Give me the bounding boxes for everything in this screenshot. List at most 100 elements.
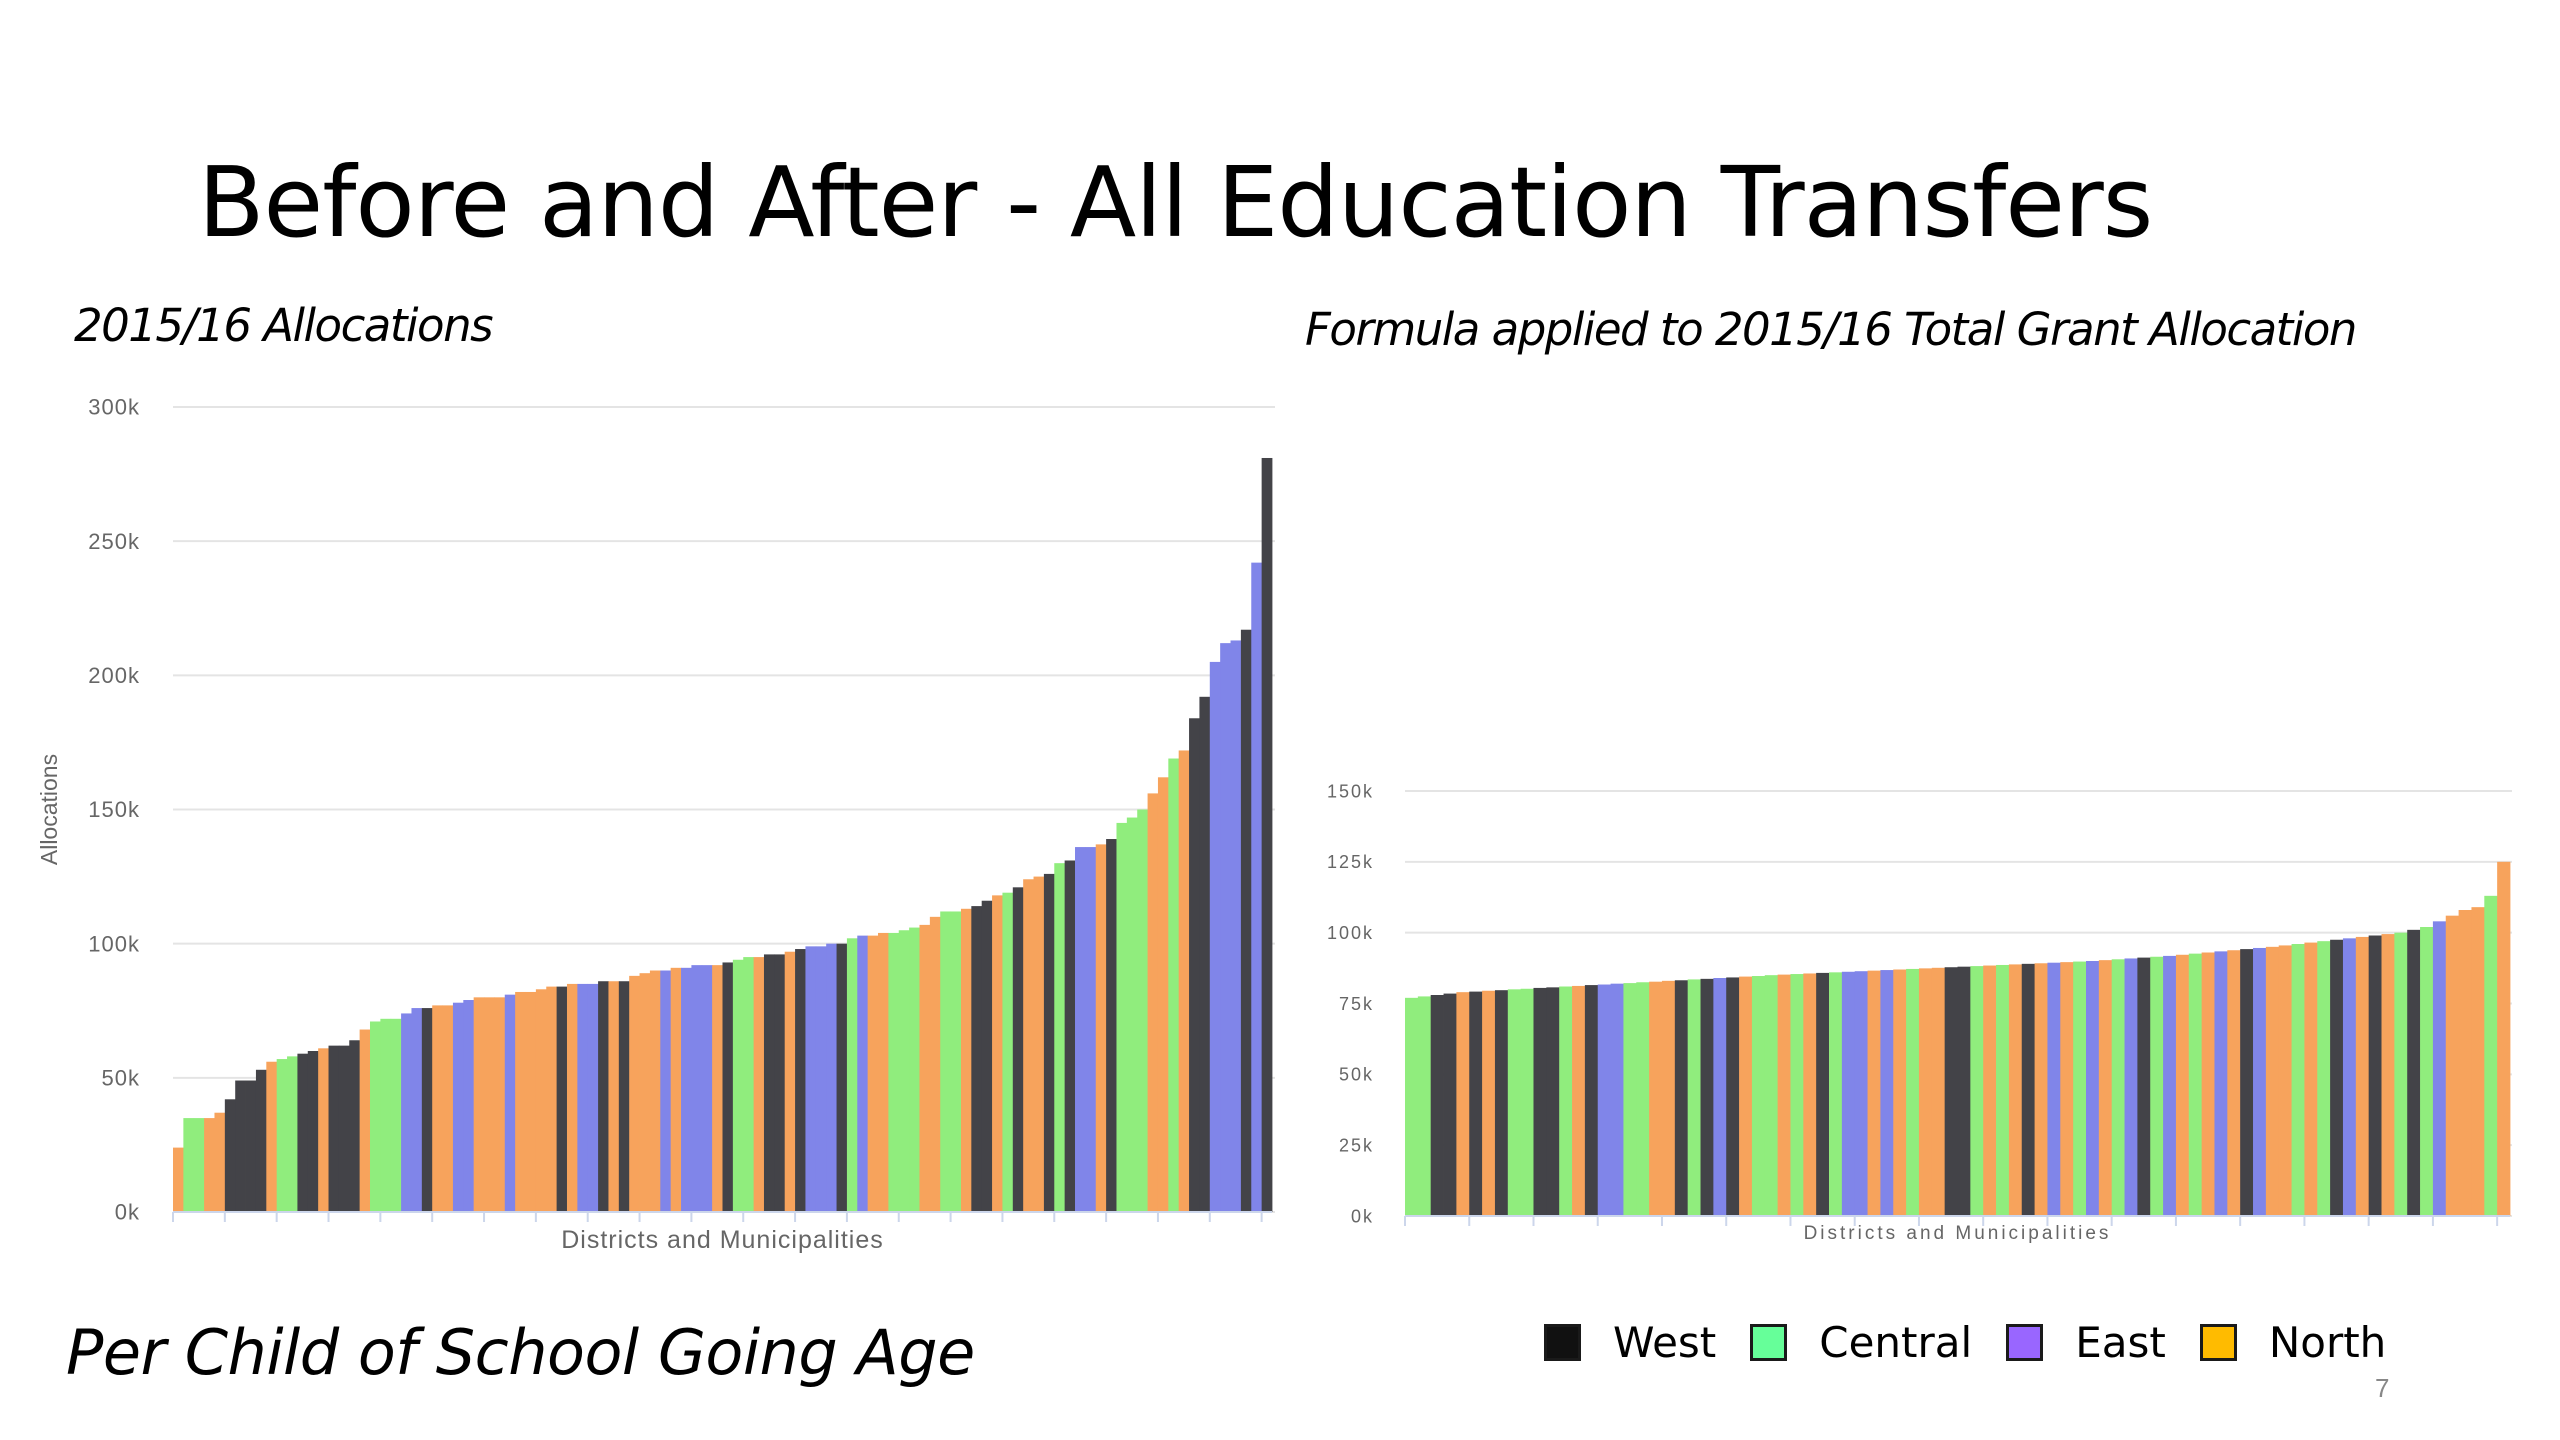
bar xyxy=(1507,989,1522,1216)
bar xyxy=(1116,822,1128,1212)
bar xyxy=(670,967,682,1212)
right-chart-subtitle: Formula applied to 2015/16 Total Grant A… xyxy=(1305,303,2357,356)
bar xyxy=(556,986,568,1212)
bar xyxy=(1597,984,1611,1216)
bar xyxy=(2021,963,2035,1216)
x-axis-label: Districts and Municipalities xyxy=(561,1226,884,1254)
legend-swatch-north xyxy=(2199,1324,2237,1361)
y-tick-label: 300k xyxy=(88,395,140,420)
bar xyxy=(546,986,558,1212)
bar xyxy=(504,994,516,1212)
bar xyxy=(525,991,537,1212)
y-tick-label: 100k xyxy=(88,931,140,956)
bar xyxy=(2432,921,2447,1216)
bar xyxy=(2201,952,2215,1216)
bar xyxy=(2265,946,2280,1216)
bar xyxy=(390,1018,402,1212)
bar xyxy=(598,981,609,1212)
y-tick-label: 150k xyxy=(1327,781,1374,801)
y-tick-label: 25k xyxy=(1339,1135,1374,1155)
bar xyxy=(898,930,910,1212)
bar xyxy=(2330,939,2344,1216)
bar xyxy=(2175,954,2190,1216)
bar xyxy=(722,962,734,1212)
bar xyxy=(960,908,972,1212)
bar xyxy=(1240,629,1252,1212)
bar xyxy=(940,911,951,1212)
bar xyxy=(183,1118,195,1212)
bar xyxy=(1033,876,1045,1212)
bar xyxy=(1957,966,1971,1216)
bar xyxy=(1623,983,1637,1216)
bar xyxy=(411,1008,423,1212)
bar xyxy=(2381,934,2395,1216)
left-chart-subtitle: 2015/16 Allocations xyxy=(74,299,494,352)
bar xyxy=(2240,949,2254,1216)
bar xyxy=(1687,979,1701,1216)
bar xyxy=(1261,457,1273,1212)
bar xyxy=(1918,968,1933,1216)
legend-label-west: West xyxy=(1613,1318,1717,1367)
bar xyxy=(691,965,703,1212)
bar xyxy=(1970,966,1984,1216)
y-tick-label: 0k xyxy=(115,1200,140,1225)
bar xyxy=(577,983,589,1212)
right-bar-chart: 0k 25k 50k 75k 100k 125k 150k Districts and Mun… xyxy=(1327,781,2512,1244)
bar xyxy=(380,1018,392,1212)
bar xyxy=(2420,927,2434,1216)
bar xyxy=(1043,873,1055,1212)
bar xyxy=(2034,963,2048,1216)
bar xyxy=(1880,970,1894,1216)
bar xyxy=(401,1013,412,1212)
bar xyxy=(2304,942,2318,1216)
bar xyxy=(1661,980,1676,1216)
bar xyxy=(1012,887,1024,1212)
bar xyxy=(919,924,931,1212)
bar xyxy=(1854,971,1868,1216)
bar xyxy=(1064,860,1076,1212)
legend-item-west: West xyxy=(1544,1318,1716,1367)
left-bar-chart: 0k 50k 100k 150k 200k 250k 300k Districts and M… xyxy=(36,395,1275,1254)
bar xyxy=(1469,991,1483,1216)
bar xyxy=(629,975,640,1212)
footer-caption: Per Child of School Going Age xyxy=(66,1316,975,1389)
bar xyxy=(1790,974,1804,1216)
bar xyxy=(2342,938,2357,1216)
legend-swatch-east xyxy=(2006,1324,2044,1361)
bar xyxy=(805,946,817,1212)
region-legend: West Central East North xyxy=(1544,1318,2420,1367)
bar xyxy=(1520,988,1534,1216)
y-tick-label: 50k xyxy=(102,1066,140,1091)
bar xyxy=(1157,777,1169,1212)
bar xyxy=(587,983,599,1212)
bar xyxy=(2355,936,2370,1216)
legend-label-central: Central xyxy=(1819,1318,1973,1367)
bar xyxy=(649,970,661,1212)
bar xyxy=(535,989,547,1212)
bar xyxy=(2163,955,2177,1216)
bar xyxy=(2008,964,2023,1216)
bar xyxy=(1777,974,1791,1216)
bar xyxy=(2407,929,2421,1216)
bar xyxy=(1405,997,1419,1216)
bar xyxy=(1751,976,1766,1216)
bar xyxy=(1189,718,1200,1212)
bar xyxy=(618,981,630,1212)
bar xyxy=(836,943,848,1212)
bar xyxy=(2073,961,2087,1216)
y-tick-label: 75k xyxy=(1339,994,1374,1014)
bar xyxy=(1803,973,1817,1216)
bar xyxy=(421,1008,433,1212)
bar xyxy=(204,1118,215,1212)
bar xyxy=(1829,972,1843,1216)
bar xyxy=(909,927,920,1212)
bar xyxy=(826,943,837,1212)
bar xyxy=(452,1002,464,1212)
bar xyxy=(2124,958,2138,1216)
bar xyxy=(2060,962,2074,1216)
bar xyxy=(1764,975,1779,1216)
bar xyxy=(815,946,827,1212)
y-tick-label: 125k xyxy=(1327,852,1374,872)
bar xyxy=(971,906,983,1212)
bar xyxy=(193,1118,205,1212)
